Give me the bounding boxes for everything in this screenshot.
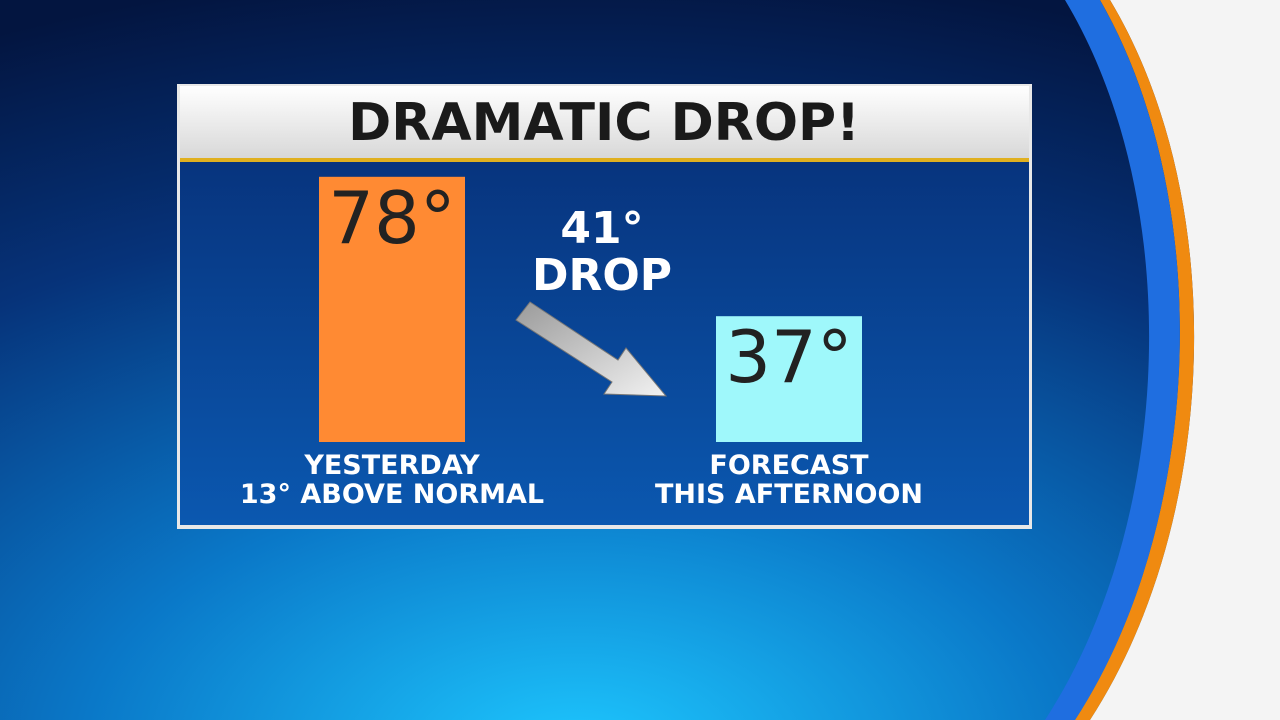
- category-note: 13° ABOVE NORMAL: [240, 479, 544, 510]
- bar: [716, 316, 862, 442]
- bar: [319, 176, 465, 443]
- ring-white: [1090, 0, 1280, 720]
- category-label: YESTERDAY: [303, 450, 480, 481]
- annotation: 41°: [560, 203, 643, 254]
- category-note: THIS AFTERNOON: [655, 479, 923, 510]
- ring-blue: [1045, 0, 1180, 720]
- ring-orange: [1075, 0, 1195, 720]
- category-label: FORECAST: [709, 450, 869, 481]
- value-label: 78°: [328, 176, 456, 260]
- value-label: 37°: [725, 315, 853, 399]
- title-band: [180, 86, 1029, 158]
- gold-line: [180, 158, 1029, 162]
- arrow: [515, 301, 668, 397]
- title: DRAMATIC DROP!: [348, 93, 860, 153]
- annotation: DROP: [532, 250, 672, 301]
